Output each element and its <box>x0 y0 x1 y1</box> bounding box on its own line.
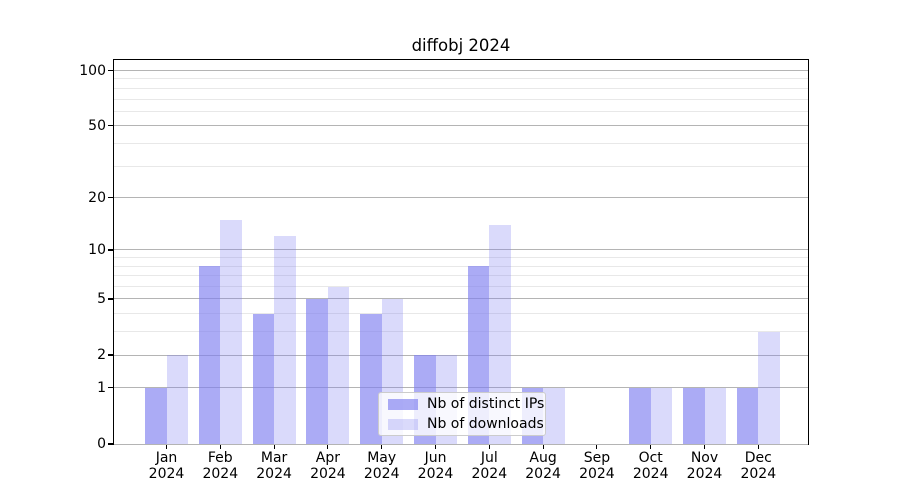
bar-distinct-ips-dec <box>736 387 759 444</box>
plot-area: Nb of distinct IPs Nb of downloads 0 1 2 5 1… <box>79 59 809 481</box>
y-tick-label: 20 <box>88 189 106 206</box>
x-tick-label-nov: Nov 2024 <box>686 450 723 482</box>
legend-item-downloads: Nb of downloads <box>379 416 545 432</box>
legend-swatch-distinct-ips <box>388 398 418 410</box>
legend-item-distinct-ips: Nb of distinct IPs <box>379 396 545 412</box>
legend-label-downloads: Nb of downloads <box>427 416 544 432</box>
y-gridline-major <box>114 70 808 71</box>
x-tick <box>650 444 652 449</box>
legend: Nb of distinct IPs Nb of downloads <box>378 392 546 436</box>
x-tick <box>381 444 383 449</box>
x-tick <box>542 444 544 449</box>
y-tick-label: 0 <box>97 436 106 452</box>
x-tick <box>434 444 437 449</box>
bar-distinct-ips-nov <box>683 387 705 444</box>
x-tick-label-aug: Aug 2024 <box>525 450 561 482</box>
legend-swatch-downloads <box>388 418 418 430</box>
y-gridline-minor <box>114 78 808 80</box>
y-gridline-minor <box>114 165 808 167</box>
y-gridline-minor <box>114 331 808 333</box>
y-gridline-minor <box>114 275 808 277</box>
bar-downloads-mar <box>274 236 296 444</box>
chart-title: diffobj 2024 <box>411 36 511 55</box>
y-gridline-major <box>114 387 808 389</box>
y-gridline-major <box>114 249 808 251</box>
y-tick-label: 100 <box>79 62 106 79</box>
y-gridline-major <box>114 197 808 199</box>
y-gridline-major <box>114 298 808 300</box>
bar-distinct-ips-feb <box>198 266 221 444</box>
x-tick <box>165 444 168 449</box>
y-gridline-minor <box>114 110 808 112</box>
x-tick-label-may: May 2024 <box>363 450 400 482</box>
bar-downloads-dec <box>758 331 780 444</box>
legend-label-distinct-ips: Nb of distinct IPs <box>427 396 545 412</box>
x-tick-label-sep: Sep 2024 <box>579 450 615 482</box>
x-tick <box>488 444 490 449</box>
bar-distinct-ips-jan <box>145 387 167 444</box>
y-tick-label: 10 <box>88 241 106 258</box>
x-tick-label-apr: Apr 2024 <box>310 450 346 482</box>
y-gridline-major <box>114 354 808 356</box>
x-tick <box>596 444 598 449</box>
y-tick <box>108 197 113 199</box>
x-tick-label-oct: Oct 2024 <box>632 450 669 482</box>
x-tick-label-jan: Jan 2024 <box>148 450 185 482</box>
y-tick <box>108 298 113 300</box>
y-gridline-minor <box>114 265 808 267</box>
x-tick <box>327 444 329 449</box>
bar-distinct-ips-mar <box>252 313 275 444</box>
y-gridline-major <box>114 125 808 127</box>
bar-downloads-oct <box>650 387 673 444</box>
y-gridline-minor <box>114 313 808 315</box>
bar-distinct-ips-oct <box>629 387 651 444</box>
y-gridline-minor <box>114 98 808 100</box>
bar-downloads-nov <box>704 387 726 444</box>
x-tick <box>757 444 759 449</box>
x-tick <box>273 444 275 449</box>
x-tick-label-dec: Dec 2024 <box>740 450 777 482</box>
x-tick-label-feb: Feb 2024 <box>202 450 239 482</box>
bar-downloads-aug <box>543 387 565 444</box>
y-gridline-major <box>114 443 808 445</box>
y-tick <box>108 354 113 356</box>
y-tick <box>108 443 113 445</box>
y-gridline-minor <box>114 87 808 89</box>
x-tick <box>703 444 706 449</box>
bar-distinct-ips-may <box>360 313 382 444</box>
y-tick-label: 5 <box>97 290 106 307</box>
y-tick-label: 2 <box>97 347 106 364</box>
y-gridline-minor <box>114 142 808 144</box>
y-tick <box>108 387 113 389</box>
bar-distinct-ips-apr <box>306 298 328 444</box>
y-tick <box>108 69 113 72</box>
bar-downloads-jul <box>489 224 511 444</box>
x-tick-label-mar: Mar 2024 <box>256 450 292 482</box>
y-tick-label: 50 <box>88 117 106 134</box>
x-tick-label-jul: Jul 2024 <box>471 450 508 482</box>
x-tick <box>219 444 221 449</box>
y-gridline-minor <box>114 257 808 259</box>
x-tick-label-jun: Jun 2024 <box>417 450 454 482</box>
bar-downloads-apr <box>327 286 350 444</box>
bar-downloads-jan <box>166 355 188 444</box>
y-tick <box>108 125 113 127</box>
y-tick <box>108 249 113 251</box>
y-tick-label: 1 <box>97 379 106 396</box>
y-gridline-minor <box>114 286 808 288</box>
bar-downloads-feb <box>220 219 242 444</box>
